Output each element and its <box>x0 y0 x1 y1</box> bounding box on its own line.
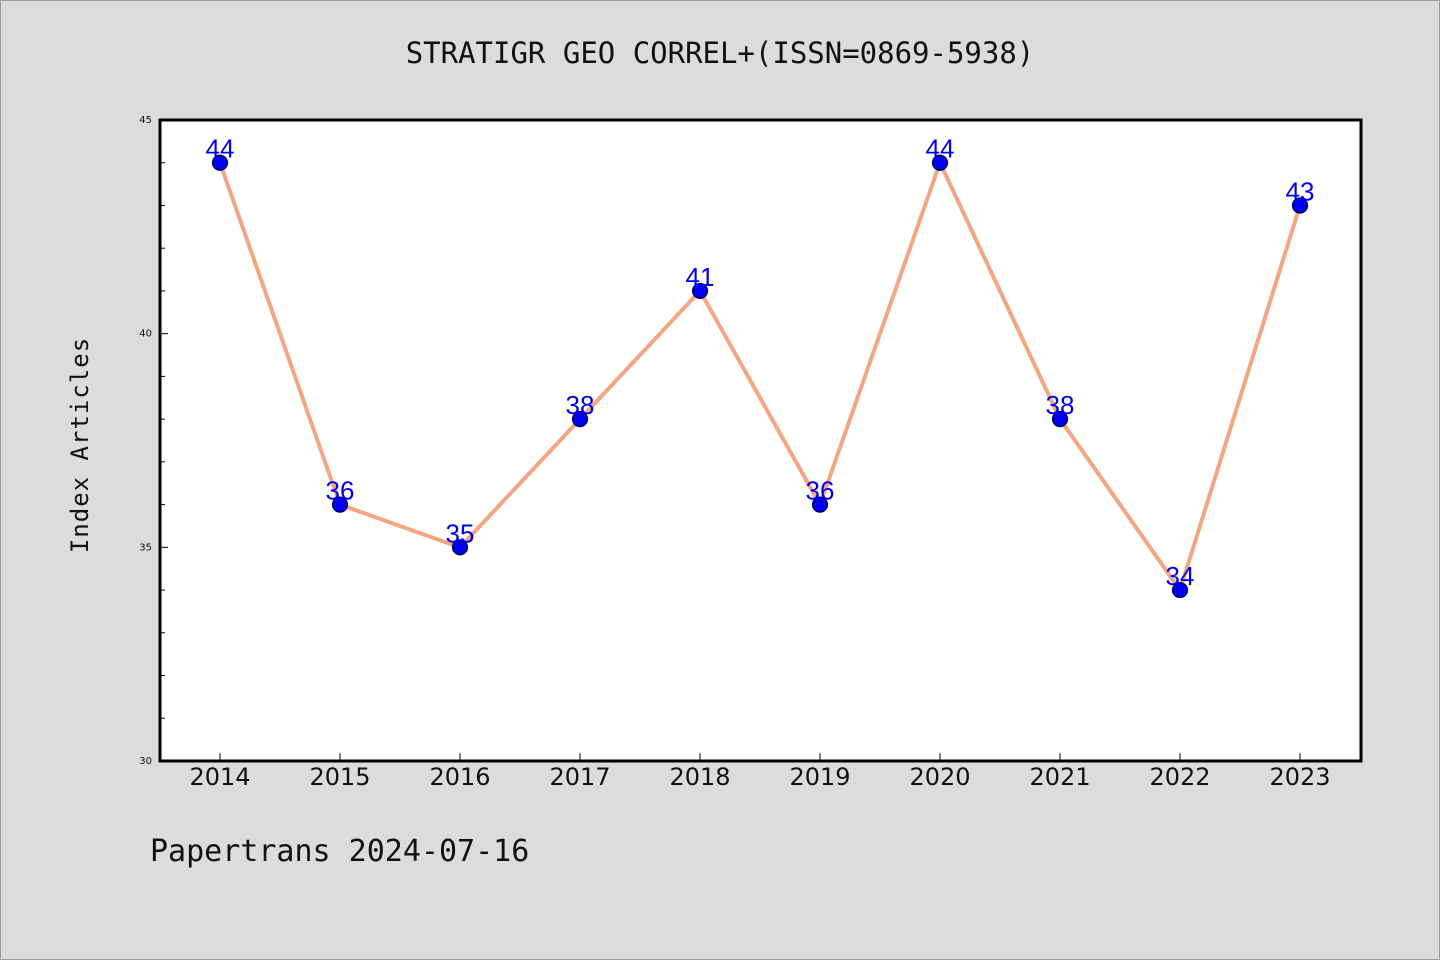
axis-ticks: 30 35 40 45 2014 2015 2016 2017 2018 2019 2020 2021… <box>139 115 1330 791</box>
x-tick-label: 2014 <box>189 763 250 791</box>
x-tick-label: 2022 <box>1149 763 1210 791</box>
data-point <box>1051 411 1069 428</box>
data-point <box>451 539 469 556</box>
data-point <box>811 496 829 513</box>
series-line <box>218 160 1302 593</box>
x-tick-label: 2019 <box>789 763 850 791</box>
data-point <box>571 411 589 428</box>
x-tick-label: 2020 <box>909 763 970 791</box>
x-tick-label: 2023 <box>1269 763 1330 791</box>
data-point <box>331 496 349 513</box>
plot-area <box>158 118 1363 763</box>
x-tick-label: 2021 <box>1029 763 1090 791</box>
x-tick-label: 2017 <box>549 763 610 791</box>
data-point <box>1171 581 1189 599</box>
y-tick-label: 35 <box>139 542 152 553</box>
data-label: 38 <box>1046 390 1075 420</box>
data-label: 36 <box>806 476 835 506</box>
chart-title: STRATIGR GEO CORREL+(ISSN=0869-5938) <box>405 36 1035 70</box>
data-point <box>691 282 709 300</box>
series-line-layer <box>218 160 1302 593</box>
data-labels-layer: 44 36 35 38 41 36 44 38 34 43 <box>206 134 1315 591</box>
markers-layer <box>211 154 1309 599</box>
y-tick-label: 40 <box>139 329 152 340</box>
y-tick-label: 30 <box>139 756 152 767</box>
data-point <box>1291 197 1309 214</box>
data-label: 43 <box>1286 176 1315 206</box>
y-tick-label: 45 <box>139 115 152 126</box>
data-point <box>931 154 949 171</box>
data-label: 44 <box>926 134 955 164</box>
x-tick-label: 2015 <box>309 763 370 791</box>
data-label: 35 <box>446 518 475 548</box>
x-tick-label: 2018 <box>669 763 730 791</box>
footer-credit: Papertrans 2024-07-16 <box>150 834 530 869</box>
data-label: 36 <box>326 476 355 506</box>
data-point <box>211 154 229 171</box>
data-label: 34 <box>1166 561 1195 591</box>
x-tick-label: 2016 <box>429 763 490 791</box>
data-label: 44 <box>206 134 235 164</box>
data-label: 38 <box>566 390 595 420</box>
data-label: 41 <box>686 262 715 292</box>
